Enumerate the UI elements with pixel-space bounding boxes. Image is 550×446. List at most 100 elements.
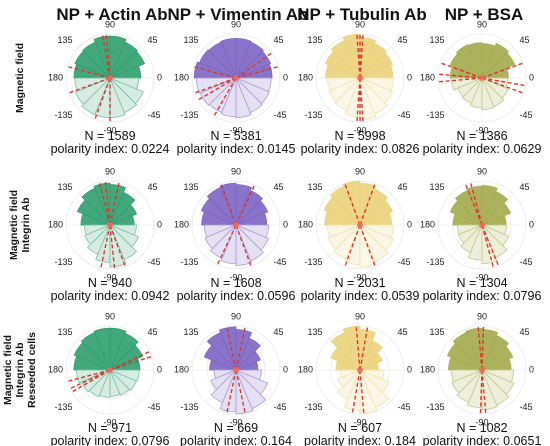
- histogram-wedge: [449, 200, 483, 226]
- angle-tick-label: -45: [274, 110, 287, 120]
- angle-tick-label: 90: [477, 166, 487, 176]
- histogram-wedge: [199, 77, 237, 106]
- angle-tick-label: 0: [283, 364, 288, 374]
- angle-tick-label: -90: [475, 272, 488, 282]
- direction-dashed-line: [67, 77, 111, 95]
- direction-dashed-line: [464, 182, 483, 226]
- histogram-wedge: [201, 211, 237, 226]
- n-count-label: N = 971: [88, 421, 132, 435]
- direction-dashed-line: [355, 324, 361, 371]
- angle-tick-label: 0: [283, 219, 288, 229]
- polarity-index-label: polarity index: 0.0796: [423, 289, 542, 303]
- histogram-wedge: [454, 189, 483, 226]
- polarity-index-label: polarity index: 0.0651: [423, 434, 542, 446]
- n-count-label: N = 1608: [210, 276, 261, 290]
- histogram-wedge: [235, 369, 269, 395]
- histogram-wedge: [359, 77, 394, 92]
- angle-tick-label: -45: [520, 257, 533, 267]
- angle-tick-label: 45: [398, 327, 408, 337]
- histogram-wedge: [452, 213, 483, 226]
- angle-tick-label: 135: [307, 182, 322, 192]
- angle-tick-label: 90: [355, 166, 365, 176]
- direction-dashed-line: [70, 369, 111, 394]
- angle-tick-label: 90: [477, 311, 487, 321]
- angle-tick-label: 135: [429, 327, 444, 337]
- polarity-index-label: polarity index: 0.164: [180, 434, 292, 446]
- histogram-wedge: [323, 197, 361, 226]
- angle-tick-label: 90: [477, 19, 487, 29]
- row-label-line: Integrin Ab: [20, 197, 32, 252]
- angle-tick-label: -135: [54, 257, 72, 267]
- direction-dashed-line: [193, 77, 237, 95]
- angle-tick-label: -90: [229, 125, 242, 135]
- center-marker: [233, 222, 239, 228]
- angle-tick-label: -45: [398, 257, 411, 267]
- polarity-index-label: polarity index: 0.0942: [51, 289, 170, 303]
- angle-tick-label: -135: [426, 402, 444, 412]
- angle-tick-label: -45: [398, 110, 411, 120]
- direction-dashed-line: [351, 369, 361, 415]
- direction-dashed-line: [235, 369, 247, 415]
- column-title-vimentin: NP + Vimentin Ab: [168, 5, 309, 24]
- n-count-label: N = 2031: [334, 276, 385, 290]
- n-count-label: N = 1386: [456, 129, 507, 143]
- histogram-wedge: [109, 77, 144, 105]
- angle-tick-label: -90: [229, 272, 242, 282]
- direction-dashed-line: [235, 51, 274, 79]
- histogram-wedge: [359, 224, 394, 252]
- direction-dashed-line: [99, 224, 111, 270]
- histogram-wedge: [109, 77, 140, 90]
- direction-dashed-line: [439, 61, 483, 79]
- row-label-1: Magnetic field Integrin Ab: [8, 190, 32, 260]
- angle-tick-label: -90: [103, 417, 116, 427]
- direction-dashed-line: [359, 224, 377, 268]
- angle-tick-label: -135: [426, 257, 444, 267]
- direction-dashed-line: [225, 325, 237, 371]
- angle-tick-label: 135: [307, 327, 322, 337]
- histogram-wedge: [324, 211, 361, 226]
- angle-tick-label: -45: [398, 402, 411, 412]
- histogram-wedge: [109, 224, 137, 236]
- direction-dashed-line: [481, 61, 525, 79]
- histogram-wedge: [73, 63, 111, 79]
- angle-tick-label: -135: [304, 110, 322, 120]
- direction-dashed-line: [356, 32, 361, 79]
- direction-dashed-line: [477, 324, 483, 371]
- direction-dashed-line: [109, 355, 154, 371]
- angle-tick-label: 180: [48, 364, 63, 374]
- polarity-index-label: polarity index: 0.0796: [51, 434, 170, 446]
- direction-dashed-line: [359, 369, 365, 416]
- center-marker: [479, 75, 485, 81]
- angle-tick-label: 180: [420, 219, 435, 229]
- angle-tick-label: 0: [529, 364, 534, 374]
- angle-tick-label: 135: [429, 182, 444, 192]
- direction-dashed-line: [109, 224, 127, 268]
- histogram-wedge: [324, 50, 361, 79]
- angle-tick-label: 90: [355, 19, 365, 29]
- histogram-wedge: [235, 369, 262, 381]
- direction-dashed-line: [66, 369, 111, 383]
- direction-dashed-line: [481, 77, 527, 87]
- angle-tick-label: 45: [398, 182, 408, 192]
- histogram-wedge: [452, 332, 483, 371]
- direction-dashed-line: [343, 182, 361, 226]
- n-count-label: N = 1082: [456, 421, 507, 435]
- histogram-wedge: [448, 356, 483, 371]
- angle-tick-label: 135: [183, 35, 198, 45]
- angle-tick-label: 45: [398, 35, 408, 45]
- direction-dashed-line: [196, 77, 237, 102]
- direction-dashed-line: [235, 224, 253, 268]
- angle-tick-label: -90: [353, 417, 366, 427]
- angle-tick-label: 0: [283, 72, 288, 82]
- angle-tick-label: 0: [529, 72, 534, 82]
- histogram-wedge: [80, 332, 111, 371]
- angle-tick-label: 90: [231, 19, 241, 29]
- histogram-wedge: [109, 224, 139, 248]
